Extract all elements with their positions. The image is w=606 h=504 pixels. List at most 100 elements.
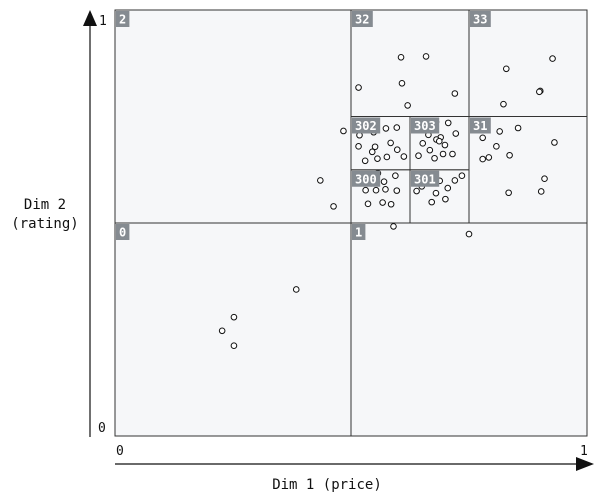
cell-label-text: 2 [119,13,126,27]
data-point [397,53,405,61]
data-point [541,175,548,182]
cell-label-text: 31 [473,119,487,133]
data-point [426,146,434,154]
data-point [449,150,456,158]
data-point [383,153,391,161]
cell-1 [350,222,588,437]
data-point [451,90,459,97]
cell-33 [468,9,588,117]
data-point [404,102,411,109]
data-point [451,177,459,184]
data-point [355,143,362,150]
data-point [400,153,408,160]
cell-label-33: 33 [470,11,491,27]
data-point [361,157,369,165]
data-point [413,187,420,195]
cell-label-badge [470,11,491,27]
cell-label-text: 301 [414,172,436,186]
cell-label-text: 32 [355,13,369,27]
data-point [230,342,238,349]
data-point [431,154,438,162]
x-max-label: 1 [580,444,588,459]
cell-label-301: 301 [411,170,440,187]
data-point [422,53,430,60]
cell-label-text: 303 [414,119,436,133]
y-min-label: 0 [98,421,106,436]
data-point [505,189,512,197]
data-point [506,151,513,159]
data-point [415,152,422,159]
data-point [444,184,452,192]
data-point [390,223,397,230]
data-point [432,189,440,197]
data-point [379,199,386,206]
cell-label-1: 1 [352,224,366,240]
data-point [537,188,545,195]
data-point [419,140,427,147]
data-point [514,124,522,132]
y-axis-title-line1: Dim 2 [24,197,66,213]
data-point [368,148,376,156]
data-point [398,79,406,87]
data-point [536,88,543,96]
cell-label-badge [411,170,440,187]
data-point [387,139,394,147]
cell-label-2: 2 [116,11,130,27]
cell-label-300: 300 [352,170,381,187]
data-point [392,172,399,180]
data-point [493,143,500,150]
cell-label-text: 0 [119,226,126,240]
cell-label-text: 302 [355,119,377,133]
cells-layer [114,9,588,437]
cell-label-text: 1 [355,226,362,240]
data-point [442,195,449,203]
data-point [479,155,486,163]
cell-label-badge [352,117,381,134]
data-point [428,198,436,206]
data-point [393,187,401,194]
data-point [317,177,324,184]
cell-label-text: 300 [355,172,377,186]
cell-label-302: 302 [352,117,381,134]
data-point [393,124,401,131]
data-point [435,137,443,145]
data-point [500,100,507,108]
data-point [372,186,380,194]
y-max-label: 1 [99,14,107,29]
data-point [465,230,473,238]
data-point [382,186,389,193]
cell-label-text: 33 [473,13,487,27]
cell-label-badge [352,170,381,187]
data-point [371,143,379,151]
data-point [549,55,556,62]
cell-label-badge [116,11,130,27]
data-point [485,154,493,161]
data-point [458,172,466,180]
data-point [362,186,369,194]
data-point [496,128,503,135]
data-point [452,130,460,137]
x-axis-arrow [576,457,594,471]
data-point [218,327,226,335]
x-axis-title: Dim 1 (price) [272,477,382,493]
data-point [444,119,452,127]
data-point [502,65,510,73]
cell-label-badge [352,11,373,27]
y-axis-arrow [83,10,97,26]
data-point [330,203,337,210]
data-point [387,200,395,208]
data-point [292,286,300,293]
cell-label-badge [411,117,440,134]
cell-32 [350,9,470,117]
cell-label-badge [116,224,130,240]
cell-label-31: 31 [470,117,491,134]
data-point [380,178,388,185]
data-point [230,313,238,321]
cell-2 [114,9,352,224]
data-point [374,155,381,162]
data-point [364,200,372,208]
cell-label-303: 303 [411,117,440,134]
data-point [393,146,401,154]
cell-label-badge [352,224,366,240]
x-min-label: 0 [116,444,124,459]
